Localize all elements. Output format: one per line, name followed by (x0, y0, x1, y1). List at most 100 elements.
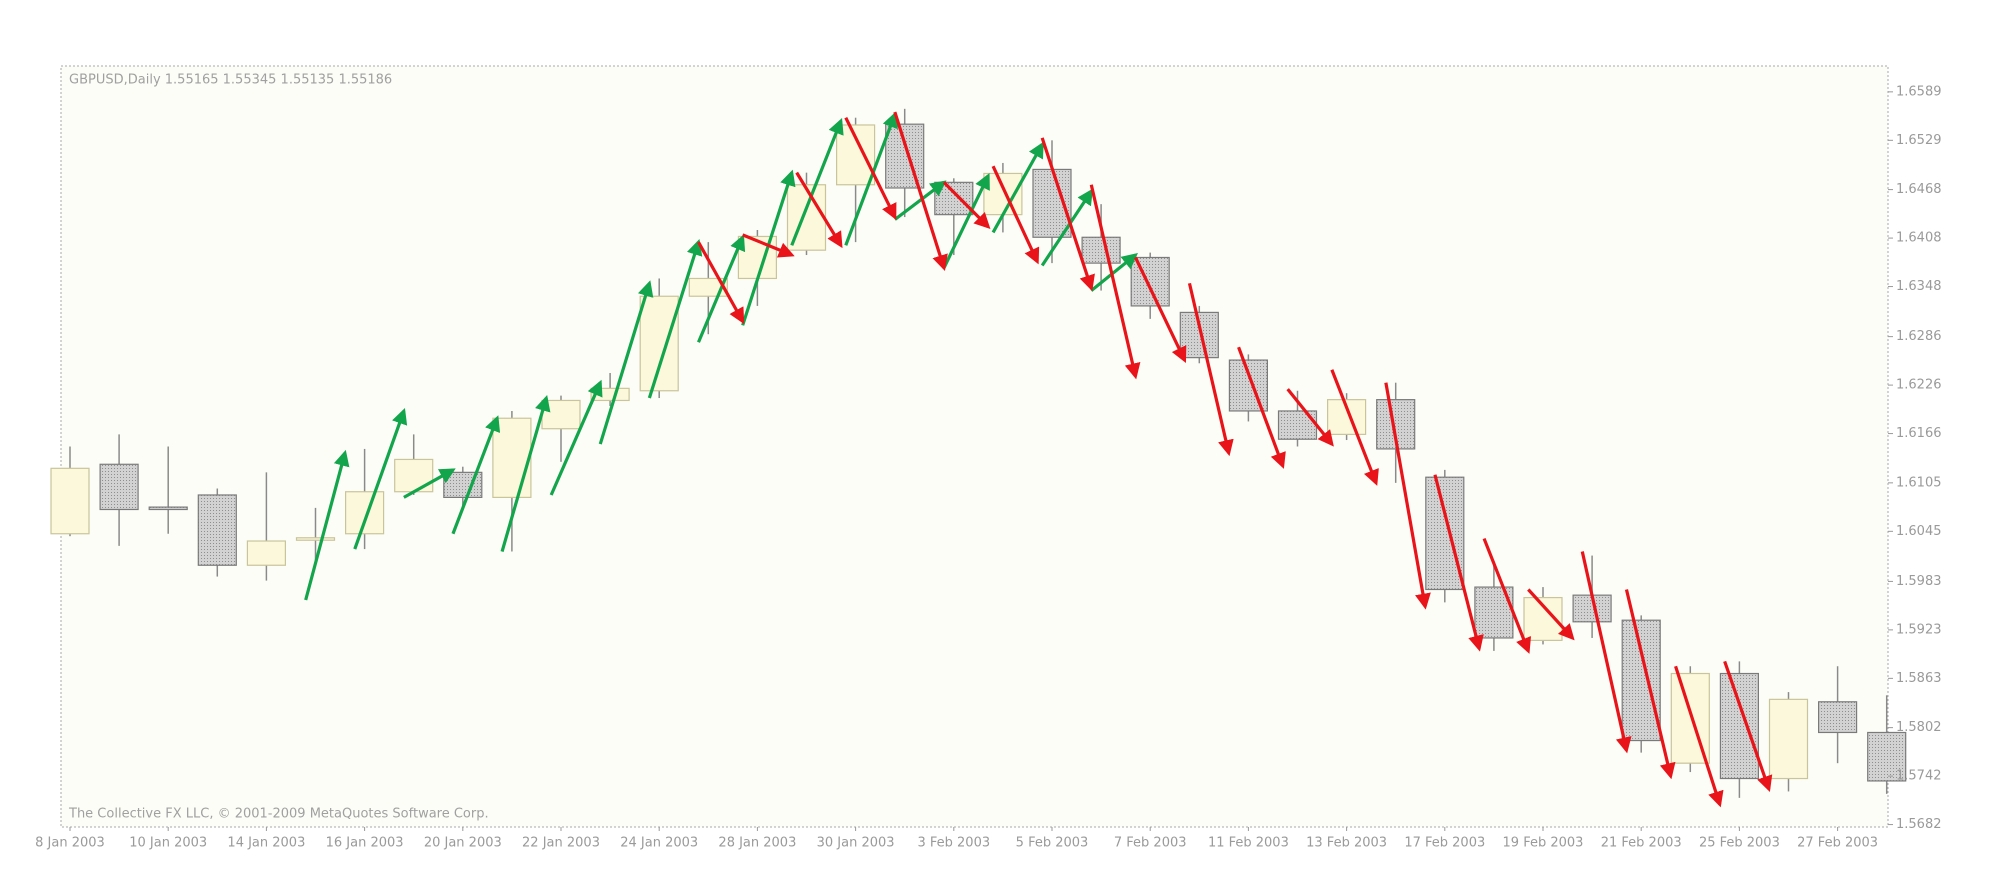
arrow-down (1674, 665, 1724, 808)
candle-body-up (492, 417, 532, 498)
arrow-up (403, 468, 456, 499)
candle-body-down (1719, 672, 1760, 780)
candle-body-up (639, 295, 679, 392)
x-tick-label: 22 Jan 2003 (522, 836, 600, 851)
x-tick-label: 19 Feb 2003 (1503, 836, 1584, 851)
arrow-down (1624, 589, 1676, 780)
chart-title: GBPUSD,Daily 1.55165 1.55345 1.55135 1.5… (69, 73, 392, 88)
arrow-up (1040, 188, 1094, 267)
candle-body-down (1425, 476, 1465, 591)
arrow-down (1580, 551, 1632, 754)
candle-body-up (50, 467, 90, 535)
y-tick-label: 1.6166 (1896, 426, 1942, 441)
candle-body-down (148, 506, 188, 511)
candles (50, 108, 1907, 798)
candle-body-down (1032, 168, 1072, 238)
x-tick-label: 10 Jan 2003 (129, 836, 207, 851)
arrow-down (1527, 588, 1575, 641)
y-tick-label: 1.5802 (1896, 720, 1942, 735)
y-tick-label: 1.5983 (1896, 574, 1942, 589)
candle-body-down (1277, 410, 1318, 440)
arrow-down (893, 111, 948, 272)
x-tick-label: 24 Jan 2003 (620, 836, 698, 851)
candle-body-down (1376, 399, 1416, 450)
axes: 1.6589 1.6529 1.6468 1.6408 1.6348 1.6286 1.62… (35, 84, 1941, 850)
arrow-up (500, 394, 551, 552)
candle-body-down (885, 123, 925, 189)
arrow-down (1237, 346, 1286, 469)
arrow-down (991, 165, 1040, 265)
arrow-up (991, 141, 1044, 234)
arrow-down (697, 241, 745, 325)
arrow-down (1089, 184, 1141, 380)
arrow-down (1187, 282, 1234, 457)
x-tick-label: 11 Feb 2003 (1208, 836, 1289, 851)
candle-body-up (345, 491, 385, 535)
arrow-down (795, 171, 843, 249)
y-tick-label: 1.6045 (1896, 524, 1942, 539)
candle-body-down (197, 494, 237, 566)
candle-body-down (934, 181, 974, 216)
copyright: The Collective FX LLC, © 2001-2009 MetaQ… (68, 807, 489, 822)
y-tick-label: 1.6286 (1896, 329, 1942, 344)
candle-body-down (1228, 359, 1269, 412)
arrow-down (844, 116, 897, 220)
x-tick-label: 7 Feb 2003 (1114, 836, 1187, 851)
arrow-up (942, 172, 990, 269)
candle-body-down (99, 463, 139, 511)
x-tick-label: 8 Jan 2003 (35, 836, 105, 851)
candle-body-down (1817, 701, 1858, 734)
arrow-up (844, 111, 898, 246)
arrow-down (1040, 137, 1095, 292)
y-tick-label: 1.5923 (1896, 622, 1942, 637)
plot-area (60, 65, 1889, 828)
arrow-down (1134, 256, 1187, 363)
candle-body-down (1081, 236, 1121, 264)
y-tick-label: 1.6408 (1896, 231, 1942, 246)
arrow-up (647, 239, 703, 399)
y-tick-label: 1.6226 (1896, 378, 1942, 393)
arrow-down (1433, 474, 1484, 652)
arrow-down (1286, 388, 1334, 447)
arrow-up (1090, 253, 1138, 292)
arrow-up (549, 379, 603, 496)
x-tick-label: 17 Feb 2003 (1404, 836, 1485, 851)
x-tick-label: 16 Jan 2003 (326, 836, 404, 851)
x-tick-label: 27 Feb 2003 (1797, 836, 1878, 851)
y-tick-label: 1.5682 (1896, 817, 1942, 832)
candle-body-up (246, 540, 286, 566)
arrow-down (1330, 369, 1379, 486)
y-tick-label: 1.5742 (1896, 769, 1942, 784)
arrow-up (353, 407, 408, 550)
arrow-up (304, 449, 350, 601)
arrows (304, 111, 1773, 808)
x-tick-label: 25 Feb 2003 (1699, 836, 1780, 851)
x-tick-label: 5 Feb 2003 (1016, 836, 1089, 851)
x-tick-label: 28 Jan 2003 (718, 836, 796, 851)
arrow-up (697, 234, 746, 343)
arrow-down (1384, 382, 1431, 610)
arrow-up (790, 117, 844, 246)
arrow-down (1723, 660, 1773, 793)
arrow-up (598, 280, 654, 445)
candle-body-up (1670, 672, 1710, 764)
x-tick-label: 3 Feb 2003 (917, 836, 990, 851)
x-tick-label: 30 Jan 2003 (817, 836, 895, 851)
arrow-down (942, 181, 991, 230)
candle-body-up (688, 277, 728, 297)
arrow-up (893, 180, 947, 221)
y-tick-label: 1.6468 (1896, 182, 1942, 197)
y-tick-label: 1.6105 (1896, 475, 1942, 490)
arrow-down (742, 233, 795, 258)
y-tick-label: 1.6529 (1896, 133, 1942, 148)
arrow-up (741, 169, 796, 326)
y-tick-label: 1.6589 (1896, 84, 1942, 99)
x-tick-label: 14 Jan 2003 (227, 836, 305, 851)
y-tick-label: 1.5863 (1896, 671, 1942, 686)
arrow-up (451, 415, 501, 535)
candle-body-down (1621, 619, 1661, 742)
candle-body-down (1867, 731, 1907, 782)
x-tick-label: 13 Feb 2003 (1306, 836, 1387, 851)
